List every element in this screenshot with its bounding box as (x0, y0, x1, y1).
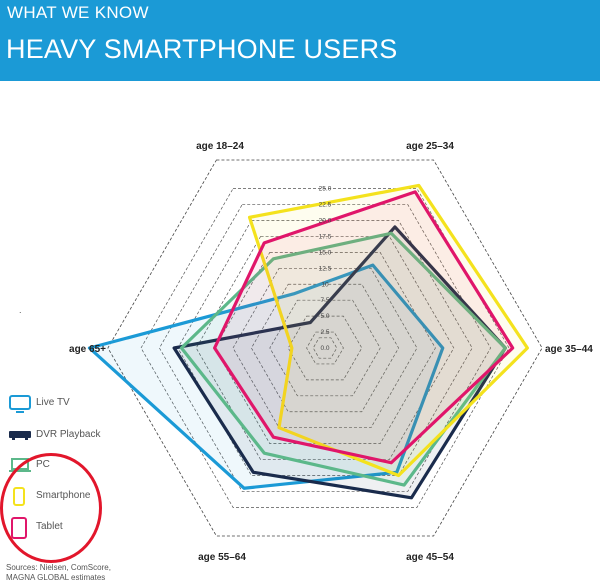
legend-item-live-tv: Live TV (8, 393, 148, 417)
axis-label: age 45–54 (406, 552, 454, 563)
grid-ring (195, 236, 455, 460)
grid-ring (306, 331, 344, 365)
tick-label: 12.5 (319, 265, 332, 272)
grid-ring (158, 204, 492, 492)
axis-label: age 35–44 (545, 344, 593, 355)
series-tablet (213, 190, 515, 465)
source-line-1: Sources: Nielsen, ComScore, (6, 563, 111, 572)
tick-label: 20.0 (319, 218, 332, 225)
tick-label: 17.5 (319, 233, 332, 240)
kicker-text: WHAT WE KNOW (7, 3, 149, 22)
tick-label: 2.5 (320, 329, 329, 336)
legend-item-dvr: DVR Playback (8, 425, 148, 449)
axis-label: age 55–64 (198, 552, 246, 563)
tick-label: 5.0 (320, 313, 329, 320)
tick-label: 25.0 (319, 186, 332, 193)
tick-label: 15.0 (319, 249, 332, 256)
dvr-icon (8, 425, 34, 449)
series-dvr-playback (172, 225, 507, 500)
legend-label: Live TV (36, 397, 70, 408)
tv-icon (8, 393, 34, 417)
grid-ring (140, 188, 510, 508)
tick-label: 10 (321, 281, 329, 288)
legend-label: DVR Playback (36, 429, 101, 440)
tick-label: 22.5 (319, 202, 332, 209)
header-banner: WHAT WE KNOW HEAVY SMARTPHONE USERS (0, 0, 600, 81)
tick-label: 7.5 (320, 297, 329, 304)
grid-ring (232, 267, 418, 429)
axis-label: age 18–24 (196, 141, 244, 152)
series-live-tv (87, 263, 445, 490)
annotation-circle (0, 453, 102, 563)
axis-label: age 65+ (69, 344, 106, 355)
source-note: Sources: Nielsen, ComScore, MAGNA GLOBAL… (6, 563, 111, 583)
page-title: HEAVY SMARTPHONE USERS (6, 34, 398, 64)
grid-outer-frame (107, 159, 543, 537)
axis-label: age 25–34 (406, 141, 454, 152)
source-line-2: MAGNA GLOBAL estimates (6, 573, 106, 582)
grid-ring (287, 315, 363, 381)
tick-label: 0.0 (320, 345, 329, 352)
grid-ring (269, 299, 381, 397)
stray-mark: . (19, 305, 22, 315)
grid-ring (250, 283, 400, 413)
grid-center (312, 337, 338, 359)
